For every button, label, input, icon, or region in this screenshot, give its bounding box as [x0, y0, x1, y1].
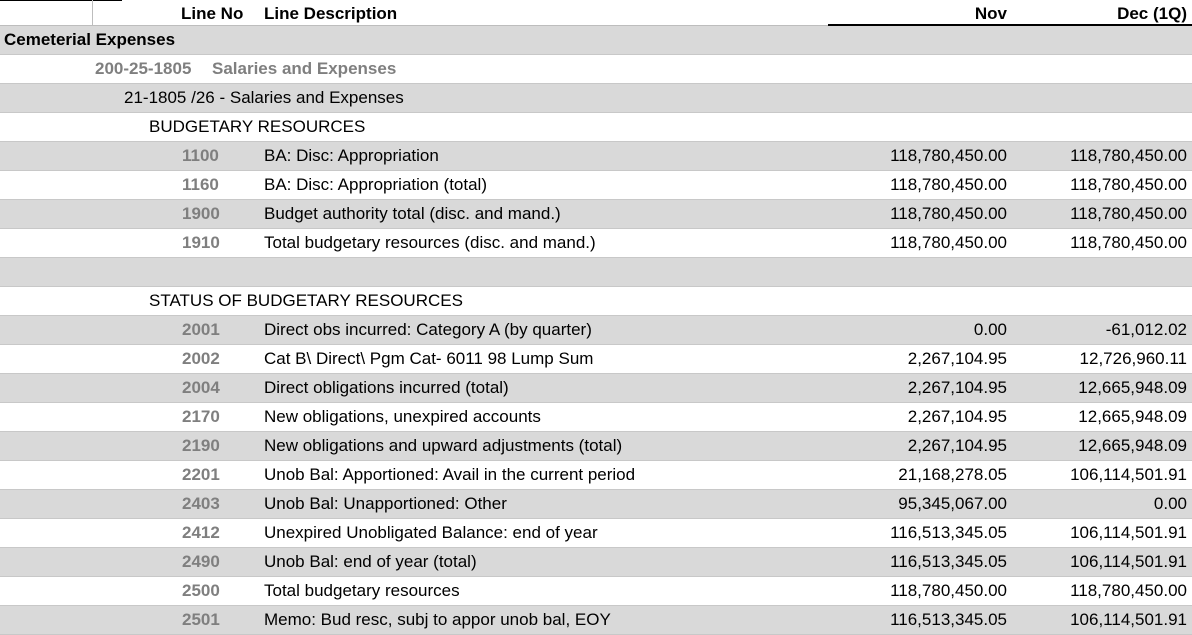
line-number: 1900 — [182, 204, 220, 223]
dec-amount: 118,780,450.00 — [1070, 233, 1187, 252]
table-row: 2002 Cat B\ Direct\ Pgm Cat- 6011 98 Lump… — [0, 345, 1192, 374]
table-row: 1100 BA: Disc: Appropriation 118,780,450.0… — [0, 142, 1192, 171]
table-row: 2170 New obligations, unexpired accounts 2… — [0, 403, 1192, 432]
dec-amount: 118,780,450.00 — [1070, 204, 1187, 223]
line-description: Unexpired Unobligated Balance: end of ye… — [264, 523, 598, 542]
line-number: 2002 — [182, 349, 220, 368]
table-row: 1160 BA: Disc: Appropriation (total) 118,7… — [0, 171, 1192, 200]
nov-amount: 2,267,104.95 — [907, 378, 1007, 397]
nov-amount: 116,513,345.05 — [890, 610, 1007, 629]
fund-title: Cemeterial Expenses — [4, 30, 176, 49]
line-number: 2501 — [182, 610, 220, 629]
report-body: Cemeterial Expenses 200-25-1805 Salaries… — [0, 26, 1192, 635]
fund-row: Cemeterial Expenses — [0, 26, 1192, 55]
line-description: New obligations and upward adjustments (… — [264, 436, 623, 455]
account-row: 200-25-1805 Salaries and Expenses — [0, 55, 1192, 84]
line-description: Unob Bal: Apportioned: Avail in the curr… — [264, 465, 636, 484]
line-description: Direct obs incurred: Category A (by quar… — [264, 320, 592, 339]
dec-amount: 106,114,501.91 — [1070, 523, 1187, 542]
table-row: 2501 Memo: Bud resc, subj to appor unob b… — [0, 606, 1192, 635]
sections-container: BUDGETARY RESOURCES 1100 BA: Disc: Appropr… — [0, 113, 1192, 635]
dec-amount: 106,114,501.91 — [1070, 465, 1187, 484]
line-description: Total budgetary resources (disc. and man… — [264, 233, 596, 252]
table-row: 2403 Unob Bal: Unapportioned: Other 95,345… — [0, 490, 1192, 519]
nov-amount: 2,267,104.95 — [907, 436, 1007, 455]
line-description: Budget authority total (disc. and mand.) — [264, 204, 561, 223]
line-description: Cat B\ Direct\ Pgm Cat- 6011 98 Lump Sum — [264, 349, 594, 368]
line-number: 1160 — [182, 175, 219, 194]
table-row: 2500 Total budgetary resources 118,780,450… — [0, 577, 1192, 606]
table-row: 2004 Direct obligations incurred (total) 2… — [0, 374, 1192, 403]
table-row: 2412 Unexpired Unobligated Balance: end o… — [0, 519, 1192, 548]
nov-amount: 21,168,278.05 — [898, 465, 1007, 484]
nov-amount: 118,780,450.00 — [890, 581, 1007, 600]
dec-amount: -61,012.02 — [1105, 320, 1187, 339]
line-number: 2403 — [182, 494, 220, 513]
header-dec-1q: Dec (1Q) — [1117, 4, 1187, 23]
dec-amount: 118,780,450.00 — [1070, 146, 1187, 165]
header-line-description: Line Description — [264, 4, 398, 23]
column-divider — [92, 0, 93, 26]
dec-amount: 12,726,960.11 — [1079, 349, 1187, 368]
nov-amount: 116,513,345.05 — [890, 523, 1007, 542]
section-title: STATUS OF BUDGETARY RESOURCES — [149, 291, 463, 310]
header-line-no: Line No — [181, 4, 244, 23]
line-description: BA: Disc: Appropriation — [264, 146, 439, 165]
line-description: Unob Bal: Unapportioned: Other — [264, 494, 507, 513]
table-row: 2001 Direct obs incurred: Category A (by … — [0, 316, 1192, 345]
line-number: 2500 — [182, 581, 220, 600]
spacer-row — [0, 258, 1192, 287]
dec-amount: 106,114,501.91 — [1070, 552, 1187, 571]
line-number: 2490 — [182, 552, 220, 571]
nov-amount: 118,780,450.00 — [890, 204, 1007, 223]
line-description: BA: Disc: Appropriation (total) — [264, 175, 487, 194]
line-number: 1910 — [182, 233, 220, 252]
section-row: BUDGETARY RESOURCES — [0, 113, 1192, 142]
nov-amount: 118,780,450.00 — [890, 233, 1007, 252]
nov-amount: 2,267,104.95 — [907, 407, 1007, 426]
section-title: BUDGETARY RESOURCES — [149, 117, 366, 136]
dec-amount: 12,665,948.09 — [1078, 378, 1187, 397]
nov-amount: 95,345,067.00 — [898, 494, 1007, 513]
dec-amount: 12,665,948.09 — [1078, 436, 1187, 455]
table-row: 2190 New obligations and upward adjustmen… — [0, 432, 1192, 461]
line-number: 2201 — [182, 465, 220, 484]
dec-amount: 118,780,450.00 — [1070, 581, 1187, 600]
table-row: 2201 Unob Bal: Apportioned: Avail in the … — [0, 461, 1192, 490]
tafs-row: 21-1805 /26 - Salaries and Expenses — [0, 84, 1192, 113]
tafs-title: 21-1805 /26 - Salaries and Expenses — [124, 88, 404, 107]
top-border — [0, 0, 122, 1]
dec-amount: 0.00 — [1153, 494, 1187, 513]
line-number: 2001 — [182, 320, 220, 339]
nov-amount: 0.00 — [973, 320, 1007, 339]
nov-amount: 116,513,345.05 — [890, 552, 1007, 571]
nov-amount: 118,780,450.00 — [890, 175, 1007, 194]
nov-amount: 2,267,104.95 — [907, 349, 1007, 368]
column-header-row: Line No Line Description Nov Dec (1Q) — [0, 0, 1192, 26]
line-description: New obligations, unexpired accounts — [264, 407, 541, 426]
line-number: 2190 — [182, 436, 220, 455]
line-number: 2170 — [182, 407, 220, 426]
header-underline-thick — [828, 24, 1192, 26]
line-number: 2004 — [182, 378, 220, 397]
line-number: 1100 — [182, 146, 219, 165]
table-row: 1900 Budget authority total (disc. and ma… — [0, 200, 1192, 229]
table-row: 1910 Total budgetary resources (disc. and… — [0, 229, 1192, 258]
table-row: 2490 Unob Bal: end of year (total) 116,513… — [0, 548, 1192, 577]
dec-amount: 118,780,450.00 — [1070, 175, 1187, 194]
account-name: Salaries and Expenses — [212, 59, 397, 78]
dec-amount: 106,114,501.91 — [1070, 610, 1187, 629]
line-number: 2412 — [182, 523, 220, 542]
line-description: Memo: Bud resc, subj to appor unob bal, … — [264, 610, 611, 629]
account-code: 200-25-1805 — [95, 59, 192, 78]
header-underline — [0, 25, 828, 26]
section-row: STATUS OF BUDGETARY RESOURCES — [0, 287, 1192, 316]
header-nov: Nov — [974, 4, 1007, 23]
line-description: Total budgetary resources — [264, 581, 460, 600]
nov-amount: 118,780,450.00 — [890, 146, 1007, 165]
line-description: Unob Bal: end of year (total) — [264, 552, 477, 571]
dec-amount: 12,665,948.09 — [1078, 407, 1187, 426]
line-description: Direct obligations incurred (total) — [264, 378, 509, 397]
